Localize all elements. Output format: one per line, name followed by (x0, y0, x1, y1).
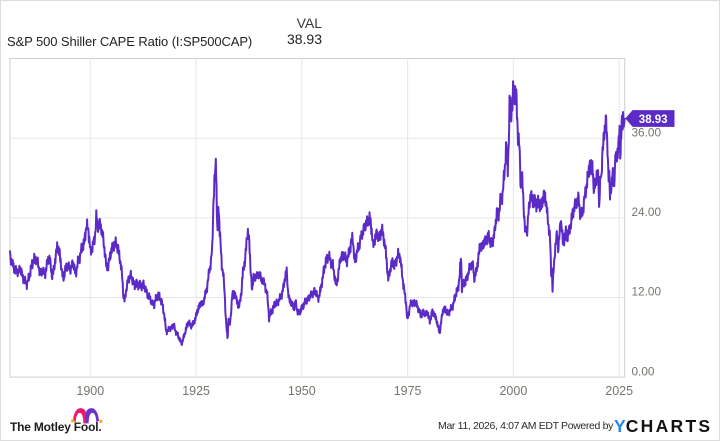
svg-text:12.00: 12.00 (632, 285, 662, 299)
svg-text:1900: 1900 (76, 384, 104, 398)
svg-text:24.00: 24.00 (632, 205, 662, 219)
svg-text:2025: 2025 (605, 384, 633, 398)
svg-text:1925: 1925 (182, 384, 210, 398)
svg-text:2000: 2000 (499, 384, 527, 398)
svg-text:1950: 1950 (288, 384, 316, 398)
svg-text:36.00: 36.00 (632, 126, 662, 140)
svg-text:38.93: 38.93 (639, 114, 668, 126)
svg-text:1975: 1975 (394, 384, 422, 398)
svg-text:0.00: 0.00 (632, 364, 655, 378)
